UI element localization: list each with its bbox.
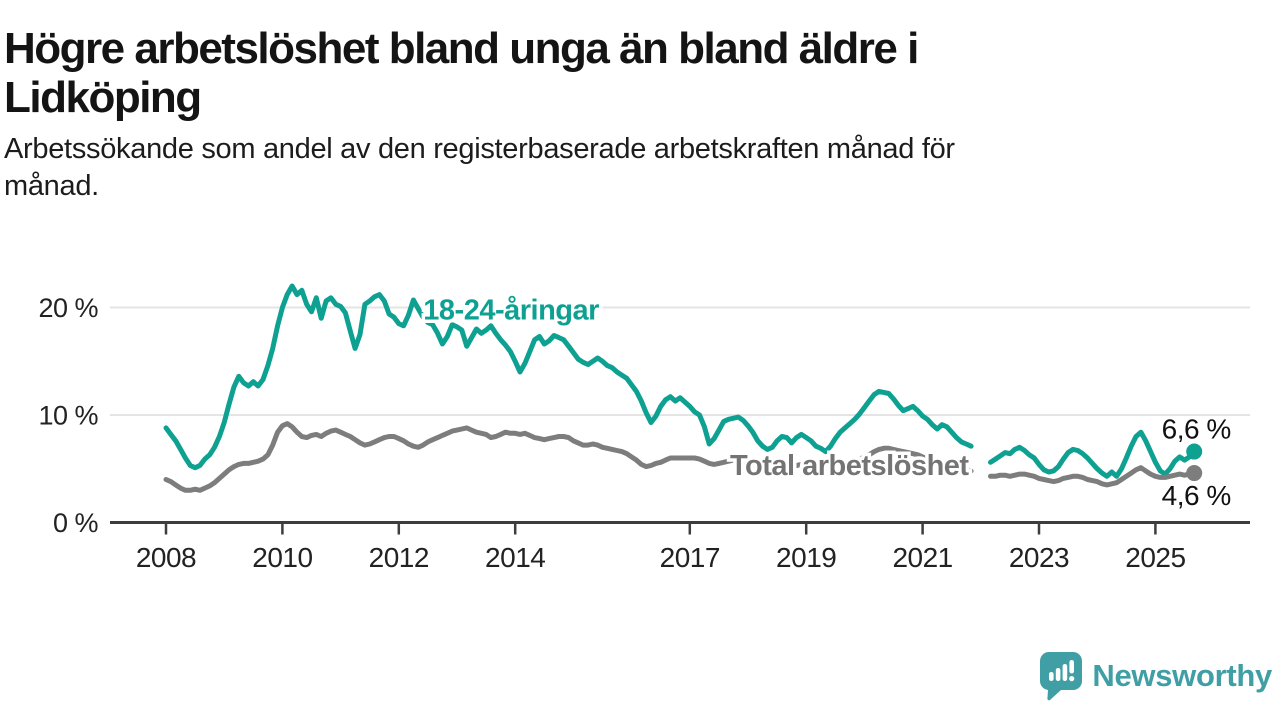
x-axis-label-2021: 2021 (892, 542, 952, 573)
x-axis-label-2010: 2010 (252, 542, 312, 573)
series-line-total-seg2 (988, 465, 1197, 488)
x-axis-label-2014: 2014 (485, 542, 545, 573)
x-axis-label-2008: 2008 (136, 542, 196, 573)
y-axis-label-0: 0 % (53, 508, 99, 538)
x-axis-label-2012: 2012 (369, 542, 429, 573)
newsworthy-logo-icon (1040, 652, 1083, 701)
x-axis-label-2017: 2017 (660, 542, 720, 573)
x-axis-label-2025: 2025 (1125, 542, 1185, 573)
x-axis-label-2019: 2019 (776, 542, 836, 573)
y-axis-label-10: 10 % (38, 401, 98, 431)
page-subtitle: Arbetssökande som andel av den registerb… (4, 131, 1274, 206)
chart-header: Högre arbetslöshet bland unga än bland ä… (4, 24, 1274, 206)
newsworthy-logo-text: Newsworthy (1092, 658, 1272, 693)
series-line-total-seg1 (163, 421, 974, 493)
series-label-young: 18-24-åringar (423, 295, 599, 327)
newsworthy-logo: Newsworthy (1038, 650, 1272, 702)
series-line-young-seg2 (988, 429, 1197, 479)
title-line-1: Högre arbetslöshet bland unga än bland ä… (4, 24, 919, 73)
title-line-2: Lidköping (4, 73, 202, 123)
series-label-total: Total arbetslöshet (730, 450, 969, 482)
end-value-label-young: 6,6 % (1162, 414, 1231, 445)
end-value-label-total: 4,6 % (1162, 480, 1231, 511)
end-dot-young (1186, 443, 1203, 460)
x-axis-label-2023: 2023 (1009, 542, 1069, 573)
page-title: Högre arbetslöshet bland unga än bland ä… (4, 24, 1274, 123)
series-line-young-seg1 (163, 283, 974, 471)
subtitle-line-2: månad. (4, 170, 99, 203)
subtitle-line-1: Arbetssökande som andel av den registerb… (4, 132, 955, 165)
end-dot-total (1186, 465, 1203, 482)
y-axis-label-20: 20 % (38, 293, 98, 323)
